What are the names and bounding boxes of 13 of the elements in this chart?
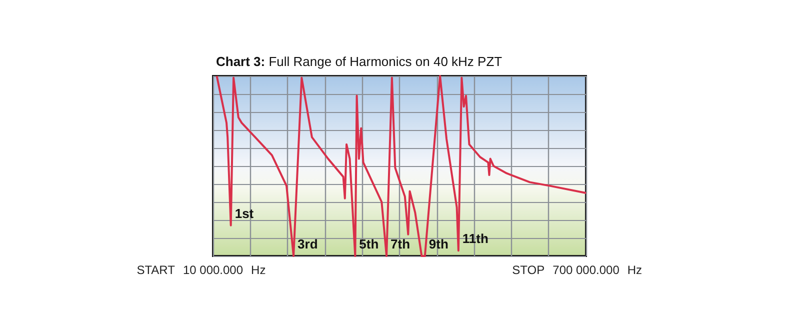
x-tick-label: 700 000.000 (552, 263, 620, 277)
annotation: 3rd (298, 236, 318, 252)
annotation: 11th (462, 231, 488, 246)
text: Hz (251, 263, 266, 277)
annotation: 7th (390, 236, 410, 252)
annotation: 5th (359, 236, 379, 252)
text: STOP (512, 263, 545, 277)
text: START (136, 263, 176, 277)
x-tick-label: 10 000.000 (182, 263, 244, 277)
annotation: 9th (428, 236, 448, 252)
chart-title: Chart 3: Full Range of Harmonics on 40 kHz PZT (216, 54, 502, 69)
annotation: 1st (234, 206, 254, 221)
text: Hz (627, 263, 642, 277)
